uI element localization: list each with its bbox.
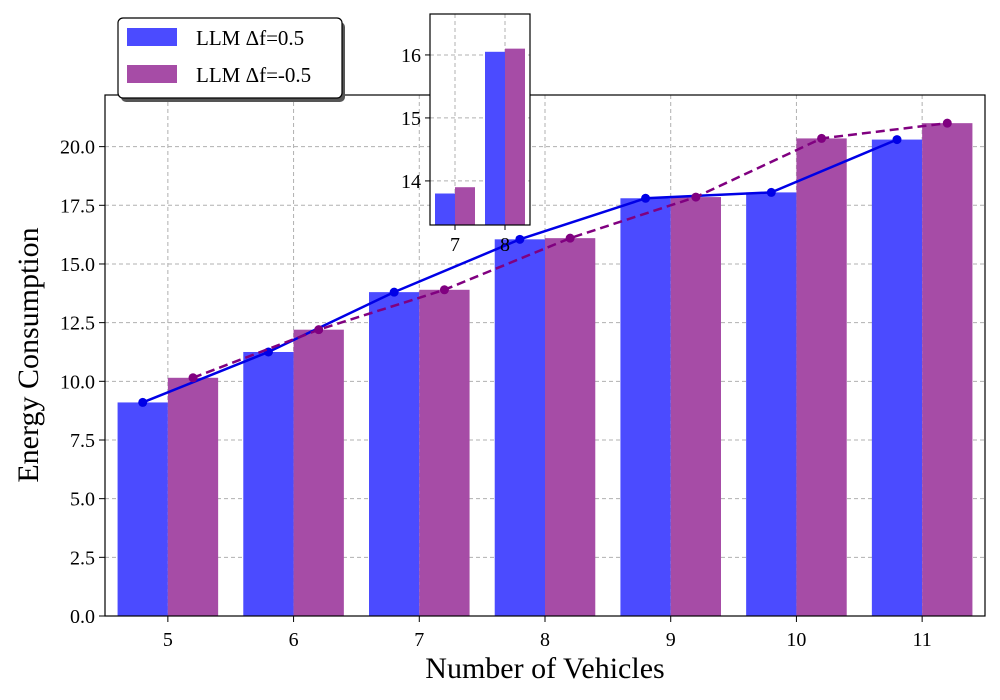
y-tick-label: 12.5 (60, 313, 95, 335)
bar-series-2 (545, 238, 596, 616)
inset-y-tick-label: 15 (401, 108, 421, 130)
bar-series-2 (922, 123, 973, 616)
legend-swatch-series-1 (127, 28, 177, 46)
bar-series-1 (746, 192, 797, 616)
marker-series-2 (691, 192, 701, 202)
x-tick-label: 8 (540, 629, 550, 651)
x-tick-label: 7 (414, 629, 424, 651)
inset-bars (435, 48, 525, 226)
inset-y-tick-label: 14 (401, 171, 421, 193)
inset-plot-frame (429, 13, 531, 226)
legend-label-series-1: LLM Δf=0.5 (196, 26, 304, 50)
marker-series-1 (138, 397, 148, 407)
inset-bar-series-1 (485, 51, 505, 225)
x-tick-label: 6 (289, 629, 299, 651)
marker-series-2 (314, 325, 324, 335)
bar-series-1 (369, 292, 420, 616)
legend: LLM Δf=0.5 LLM Δf=-0.5 (117, 17, 345, 102)
main-ticks: 0.0 2.5 5.0 7.5 10.0 12.5 15.0 17.5 20.0 5 6 7 8 9 10 1… (60, 137, 932, 651)
bar-series-2 (167, 377, 219, 616)
bar-series-2 (419, 289, 470, 616)
x-axis-label: Number of Vehicles (425, 652, 664, 685)
marker-series-2 (188, 373, 198, 383)
bar-series-1 (620, 198, 671, 616)
legend-label-series-2: LLM Δf=-0.5 (196, 63, 311, 87)
bar-series-2 (796, 138, 847, 616)
inset-x-tick-label: 7 (450, 234, 460, 256)
y-tick-label: 20.0 (60, 137, 95, 159)
bar-series-1 (871, 139, 923, 616)
legend-swatch-series-2 (127, 65, 177, 83)
inset-bar-series-2 (455, 187, 475, 225)
marker-series-2 (439, 285, 449, 295)
bar-series-1 (494, 239, 545, 616)
marker-series-1 (641, 193, 651, 203)
marker-series-1 (766, 187, 776, 197)
inset-x-tick-label: 8 (500, 234, 510, 256)
marker-series-2 (565, 233, 575, 243)
y-tick-label: 5.0 (70, 489, 95, 511)
marker-series-1 (389, 287, 399, 297)
y-tick-label: 0.0 (70, 606, 95, 628)
bar-series-2 (293, 329, 344, 616)
inset-bar-series-2 (505, 48, 525, 226)
y-tick-label: 10.0 (60, 371, 95, 393)
inset-y-tick-label: 16 (401, 45, 421, 67)
x-tick-label: 11 (913, 629, 932, 651)
marker-series-1 (892, 135, 902, 145)
marker-series-2 (817, 133, 827, 143)
y-tick-label: 17.5 (60, 195, 95, 217)
main-bars (117, 123, 973, 617)
y-tick-label: 15.0 (60, 254, 95, 276)
x-tick-label: 9 (666, 629, 676, 651)
marker-series-2 (942, 118, 952, 128)
bar-series-2 (670, 197, 721, 617)
inset-bar-series-1 (435, 193, 455, 225)
y-tick-label: 2.5 (70, 547, 95, 569)
y-tick-label: 7.5 (70, 430, 95, 452)
y-axis-label: Energy Consumption (12, 227, 45, 482)
x-tick-label: 5 (163, 629, 173, 651)
bar-series-1 (117, 402, 168, 616)
inset-chart: 14 15 16 7 8 (401, 13, 531, 256)
marker-series-1 (515, 234, 525, 244)
x-tick-label: 10 (786, 629, 806, 651)
inset-ticks: 14 15 16 7 8 (401, 45, 510, 256)
bar-series-1 (243, 351, 294, 616)
main-lines (138, 118, 952, 407)
